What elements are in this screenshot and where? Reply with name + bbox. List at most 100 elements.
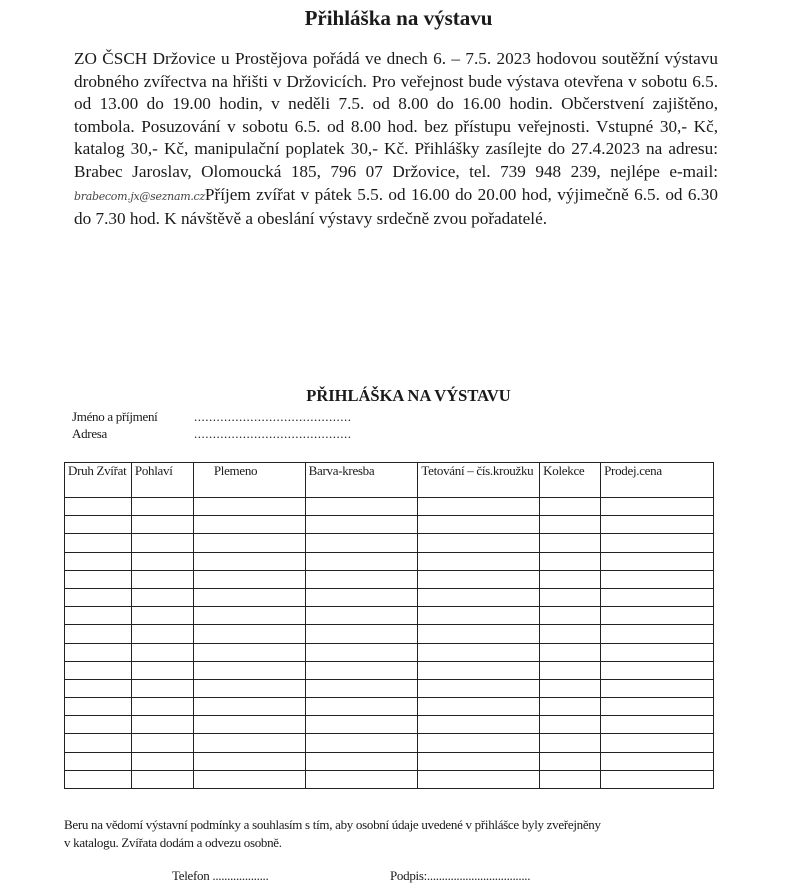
- table-cell[interactable]: [192, 769, 306, 790]
- table-cell[interactable]: [192, 587, 306, 608]
- table-cell[interactable]: [539, 642, 602, 662]
- table-cell[interactable]: [539, 569, 602, 589]
- table-cell[interactable]: [64, 769, 132, 790]
- table-cell[interactable]: [64, 515, 132, 535]
- table-cell[interactable]: [417, 733, 541, 753]
- table-cell[interactable]: [539, 733, 602, 753]
- table-cell[interactable]: [130, 587, 194, 608]
- table-cell[interactable]: [600, 551, 714, 571]
- table-cell[interactable]: [192, 496, 306, 517]
- table-cell[interactable]: [539, 678, 602, 699]
- table-cell[interactable]: [539, 551, 602, 571]
- table-cell[interactable]: [539, 606, 602, 626]
- table-cell[interactable]: [600, 715, 714, 735]
- table-cell[interactable]: [130, 697, 194, 717]
- table-cell[interactable]: [64, 533, 132, 553]
- table-cell[interactable]: [192, 606, 306, 626]
- table-cell[interactable]: [304, 715, 419, 735]
- table-cell[interactable]: [192, 733, 306, 753]
- table-cell[interactable]: [539, 660, 602, 680]
- table-cell[interactable]: [417, 496, 541, 517]
- table-cell[interactable]: [64, 606, 132, 626]
- table-cell[interactable]: [304, 624, 419, 644]
- table-cell[interactable]: [64, 587, 132, 608]
- table-cell[interactable]: [64, 660, 132, 680]
- table-cell[interactable]: [64, 569, 132, 589]
- table-cell[interactable]: [64, 496, 132, 517]
- table-cell[interactable]: [192, 660, 306, 680]
- table-cell[interactable]: [600, 769, 714, 790]
- table-cell[interactable]: [304, 733, 419, 753]
- table-cell[interactable]: [304, 515, 419, 535]
- table-cell[interactable]: [130, 496, 194, 517]
- table-cell[interactable]: [304, 678, 419, 699]
- table-cell[interactable]: [130, 624, 194, 644]
- table-cell[interactable]: [64, 678, 132, 699]
- table-cell[interactable]: [130, 551, 194, 571]
- table-cell[interactable]: [417, 587, 541, 608]
- table-cell[interactable]: [417, 606, 541, 626]
- table-cell[interactable]: [304, 697, 419, 717]
- table-cell[interactable]: [192, 533, 306, 553]
- table-cell[interactable]: [130, 569, 194, 589]
- table-cell[interactable]: [304, 769, 419, 790]
- table-cell[interactable]: [417, 642, 541, 662]
- table-cell[interactable]: [539, 496, 602, 517]
- table-cell[interactable]: [600, 533, 714, 553]
- table-cell[interactable]: [539, 533, 602, 553]
- table-cell[interactable]: [417, 569, 541, 589]
- table-cell[interactable]: [304, 606, 419, 626]
- table-cell[interactable]: [130, 715, 194, 735]
- table-cell[interactable]: [304, 569, 419, 589]
- table-cell[interactable]: [64, 551, 132, 571]
- table-cell[interactable]: [417, 624, 541, 644]
- table-cell[interactable]: [304, 642, 419, 662]
- table-cell[interactable]: [539, 624, 602, 644]
- table-cell[interactable]: [130, 751, 194, 771]
- table-cell[interactable]: [600, 496, 714, 517]
- table-cell[interactable]: [600, 569, 714, 589]
- table-cell[interactable]: [539, 715, 602, 735]
- table-cell[interactable]: [192, 751, 306, 771]
- table-cell[interactable]: [417, 769, 541, 790]
- table-cell[interactable]: [192, 642, 306, 662]
- table-cell[interactable]: [304, 551, 419, 571]
- table-cell[interactable]: [192, 551, 306, 571]
- table-cell[interactable]: [417, 715, 541, 735]
- table-cell[interactable]: [130, 606, 194, 626]
- table-cell[interactable]: [192, 515, 306, 535]
- table-cell[interactable]: [304, 533, 419, 553]
- table-cell[interactable]: [130, 769, 194, 790]
- table-cell[interactable]: [600, 642, 714, 662]
- table-cell[interactable]: [600, 624, 714, 644]
- table-cell[interactable]: [600, 678, 714, 699]
- table-cell[interactable]: [417, 533, 541, 553]
- table-cell[interactable]: [417, 660, 541, 680]
- table-cell[interactable]: [600, 660, 714, 680]
- table-cell[interactable]: [600, 587, 714, 608]
- table-cell[interactable]: [130, 678, 194, 699]
- table-cell[interactable]: [539, 515, 602, 535]
- table-cell[interactable]: [64, 733, 132, 753]
- table-cell[interactable]: [130, 733, 194, 753]
- table-cell[interactable]: [64, 751, 132, 771]
- table-cell[interactable]: [192, 624, 306, 644]
- table-cell[interactable]: [304, 496, 419, 517]
- table-cell[interactable]: [600, 733, 714, 753]
- table-cell[interactable]: [417, 697, 541, 717]
- table-cell[interactable]: [417, 678, 541, 699]
- table-cell[interactable]: [600, 515, 714, 535]
- table-cell[interactable]: [192, 697, 306, 717]
- table-cell[interactable]: [304, 660, 419, 680]
- table-cell[interactable]: [600, 697, 714, 717]
- table-cell[interactable]: [192, 569, 306, 589]
- table-cell[interactable]: [600, 751, 714, 771]
- table-cell[interactable]: [64, 715, 132, 735]
- table-cell[interactable]: [539, 587, 602, 608]
- table-cell[interactable]: [130, 660, 194, 680]
- table-cell[interactable]: [417, 551, 541, 571]
- table-cell[interactable]: [192, 715, 306, 735]
- table-cell[interactable]: [539, 769, 602, 790]
- table-cell[interactable]: [130, 515, 194, 535]
- table-cell[interactable]: [304, 587, 419, 608]
